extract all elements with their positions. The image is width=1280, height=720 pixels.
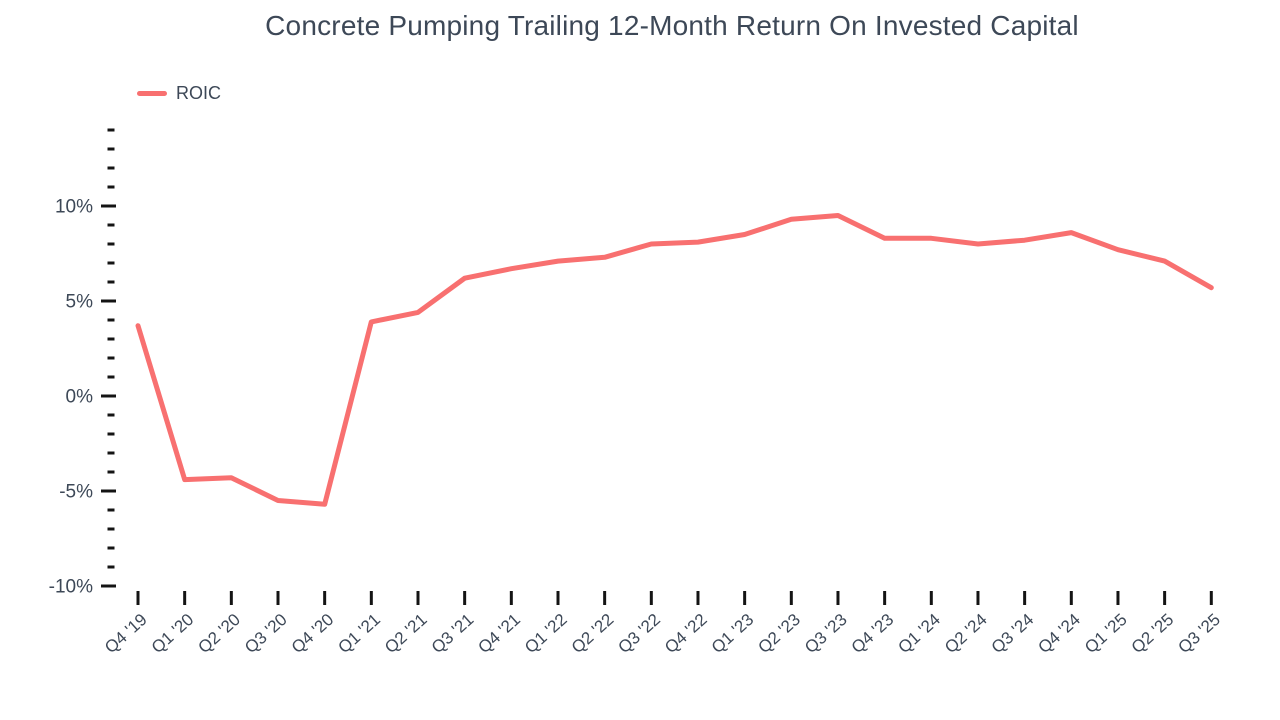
legend-item-roic[interactable]: ROIC [137,83,221,104]
x-axis-label: Q2 '20 [194,610,244,657]
x-axis-label: Q2 '21 [381,610,431,657]
x-axis-label: Q3 '24 [988,610,1038,657]
x-axis-label: Q1 '22 [521,610,571,657]
x-axis-label: Q3 '22 [614,610,664,657]
y-axis-label: 0% [66,387,94,408]
x-axis-label: Q1 '21 [334,610,384,657]
x-axis-label: Q4 '19 [101,610,151,657]
chart-title: Concrete Pumping Trailing 12-Month Retur… [265,10,1079,41]
x-axis-label: Q4 '22 [661,610,711,657]
x-axis-label: Q1 '25 [1081,610,1131,657]
x-axis-label: Q1 '23 [708,610,758,657]
x-axis-label: Q2 '22 [568,610,618,657]
x-axis-label: Q3 '21 [428,610,478,657]
x-axis-label: Q2 '23 [754,610,804,657]
x-axis-label: Q2 '25 [1128,610,1178,657]
y-axis-label: 10% [55,197,93,218]
y-axis-label: -5% [59,482,93,503]
x-axis-label: Q3 '23 [801,610,851,657]
x-axis-label: Q4 '20 [288,610,338,657]
legend-label-roic: ROIC [176,83,221,103]
x-axis-label: Q1 '20 [148,610,198,657]
x-axis-label: Q3 '20 [241,610,291,657]
y-axis-label: -10% [49,577,93,598]
x-axis-label: Q4 '24 [1034,610,1084,657]
x-axis-label: Q2 '24 [941,610,991,657]
x-axis-label: Q1 '24 [894,610,944,657]
legend-swatch-icon [137,91,167,96]
roic-line [135,213,1214,507]
x-axis-label: Q4 '21 [474,610,524,657]
x-axis-label: Q4 '23 [848,610,898,657]
x-axis-label: Q3 '25 [1174,610,1224,657]
y-axis-label: 5% [66,292,94,313]
